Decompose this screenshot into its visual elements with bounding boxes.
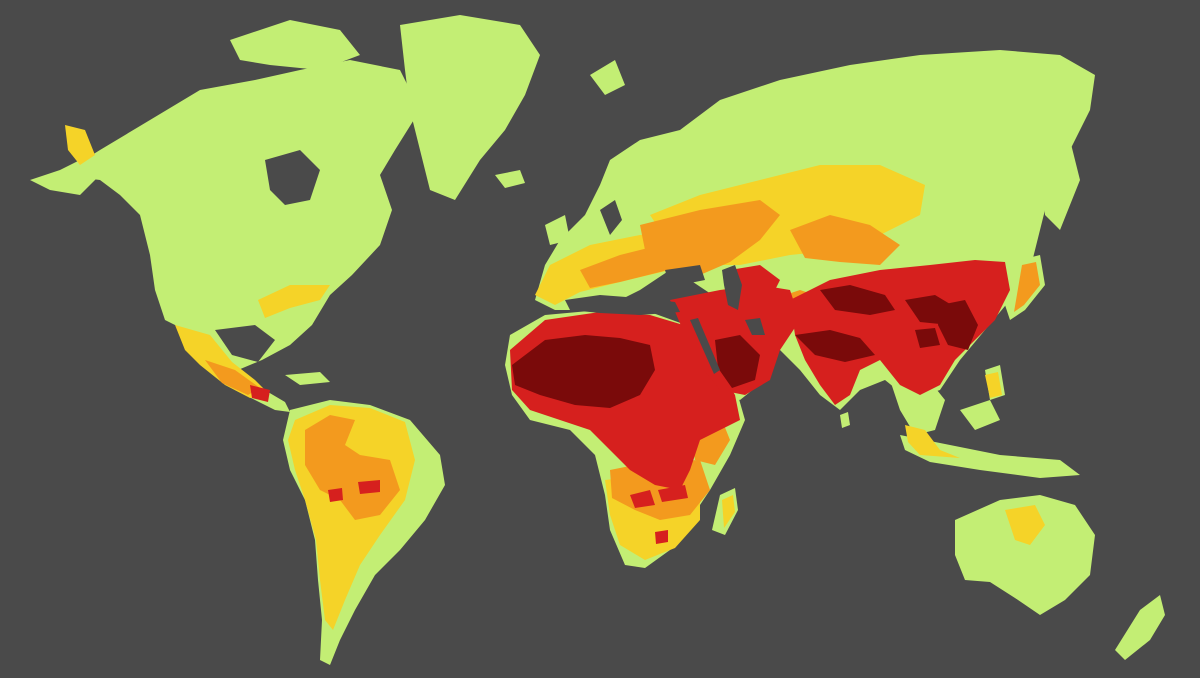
zone-china-east-dark bbox=[938, 300, 978, 350]
greenland bbox=[400, 15, 540, 200]
arctic-islands bbox=[230, 20, 360, 70]
zone-madagascar bbox=[722, 495, 735, 528]
zone-brazil-red-1 bbox=[328, 488, 343, 502]
persian-gulf bbox=[745, 318, 765, 335]
black-sea bbox=[665, 265, 705, 285]
zone-central-asia-orange bbox=[640, 200, 780, 275]
baltic-sea bbox=[600, 200, 622, 235]
zone-philippines bbox=[985, 372, 1002, 398]
british-isles bbox=[545, 215, 570, 245]
zone-south-africa-red-2 bbox=[658, 485, 688, 502]
zone-brazil-red-2 bbox=[358, 480, 380, 494]
australia bbox=[955, 495, 1095, 615]
zone-kazakh-orange bbox=[790, 215, 900, 265]
new-zealand bbox=[1115, 595, 1165, 660]
zone-taklamakan-dark bbox=[820, 285, 895, 315]
zone-caspian-red bbox=[730, 265, 780, 300]
zone-sahara-dark bbox=[512, 335, 655, 408]
red-sea bbox=[690, 318, 720, 374]
baffin-island bbox=[300, 75, 360, 110]
borneo bbox=[960, 400, 1000, 430]
hudson-bay bbox=[265, 150, 320, 205]
zone-southeast-asia bbox=[905, 425, 960, 458]
caspian-sea bbox=[722, 265, 742, 310]
alaska bbox=[30, 160, 100, 195]
zone-india-dark bbox=[795, 330, 875, 362]
zone-alaska bbox=[65, 125, 95, 165]
zone-china-dark-2 bbox=[915, 328, 940, 348]
mediterranean bbox=[565, 295, 680, 315]
svalbard bbox=[590, 60, 625, 95]
level-5-zones bbox=[512, 285, 978, 408]
zone-central-america-red bbox=[250, 385, 270, 402]
zone-australia bbox=[1005, 505, 1045, 545]
indochina bbox=[890, 375, 945, 435]
north-america bbox=[60, 60, 420, 370]
zone-south-africa-red-1 bbox=[630, 490, 655, 508]
iceland bbox=[495, 170, 525, 188]
zone-mexico-orange bbox=[205, 360, 260, 395]
gulf-of-mexico bbox=[215, 325, 275, 362]
zone-south-africa-red-3 bbox=[655, 530, 668, 544]
zone-japan-orange bbox=[1014, 262, 1040, 312]
zone-arabia-dark bbox=[715, 335, 760, 388]
indonesia bbox=[900, 435, 1080, 478]
inland-water bbox=[215, 150, 765, 374]
zone-us-south bbox=[258, 285, 330, 318]
caribbean-islands bbox=[285, 372, 330, 385]
sri-lanka bbox=[840, 412, 850, 428]
kamchatka bbox=[1040, 140, 1080, 230]
